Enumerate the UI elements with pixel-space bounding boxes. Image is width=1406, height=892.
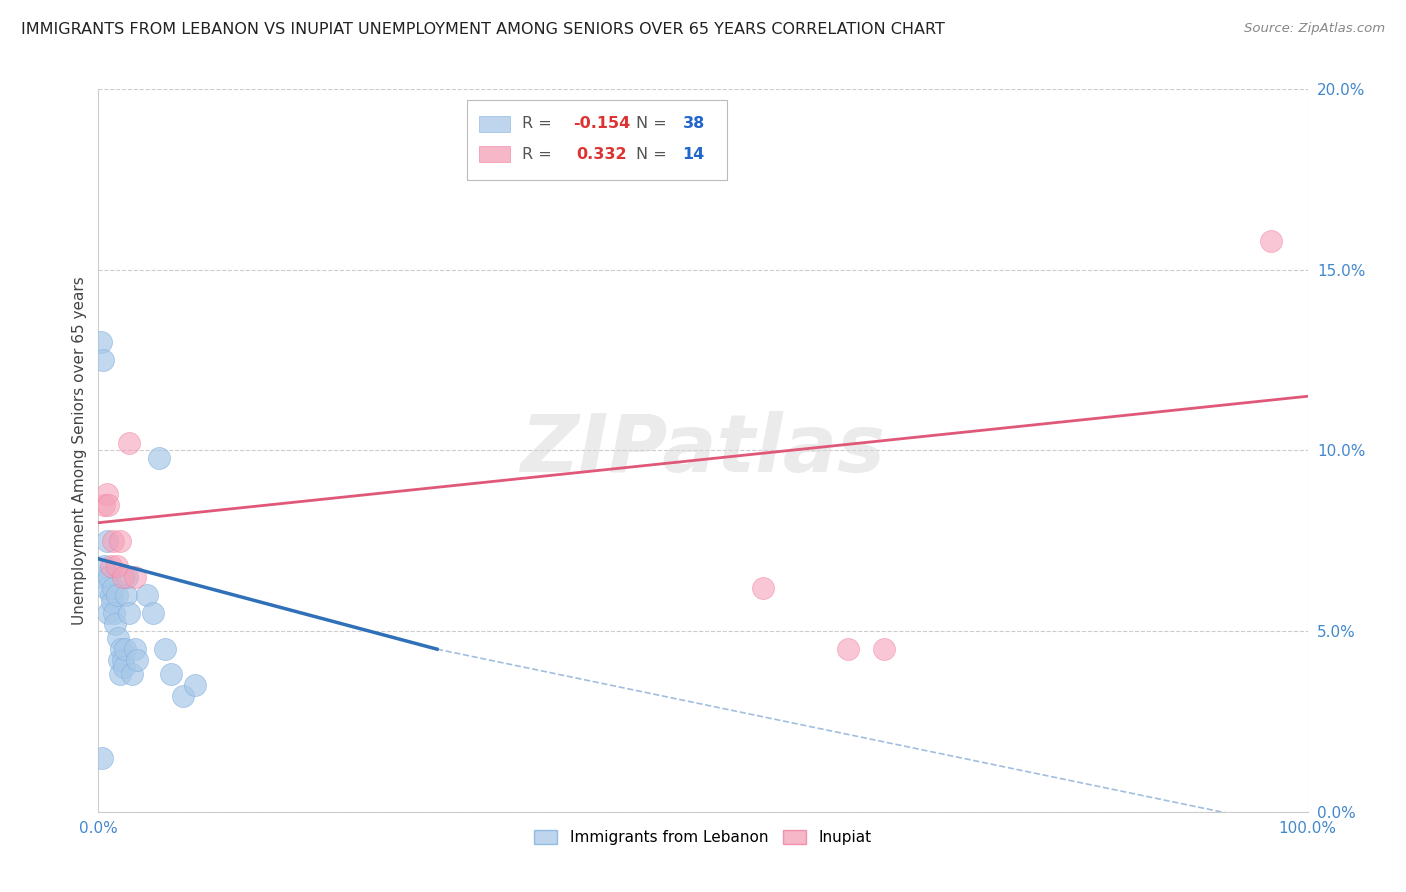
Point — [124, 642, 146, 657]
Text: 38: 38 — [682, 116, 704, 131]
Point — [101, 581, 124, 595]
Text: IMMIGRANTS FROM LEBANON VS INUPIAT UNEMPLOYMENT AMONG SENIORS OVER 65 YEARS CORR: IMMIGRANTS FROM LEBANON VS INUPIAT UNEMP… — [21, 22, 945, 37]
Point — [873, 642, 896, 657]
Text: ZIPatlas: ZIPatlas — [520, 411, 886, 490]
Text: -0.154: -0.154 — [574, 116, 631, 131]
Point — [148, 450, 170, 465]
Text: N =: N = — [637, 146, 672, 161]
Point — [124, 570, 146, 584]
Point — [91, 353, 114, 368]
Point — [172, 689, 194, 703]
Point — [97, 606, 120, 620]
Text: 0.332: 0.332 — [576, 146, 627, 161]
Point — [100, 559, 122, 574]
Point — [111, 653, 134, 667]
Point — [127, 653, 149, 667]
Point — [837, 642, 859, 657]
Y-axis label: Unemployment Among Seniors over 65 years: Unemployment Among Seniors over 65 years — [72, 277, 87, 624]
Point — [94, 581, 117, 595]
FancyBboxPatch shape — [467, 100, 727, 179]
Point — [118, 436, 141, 450]
Point — [1260, 234, 1282, 248]
Legend: Immigrants from Lebanon, Inupiat: Immigrants from Lebanon, Inupiat — [529, 823, 877, 851]
Point — [101, 533, 124, 548]
Point — [107, 632, 129, 646]
Point — [91, 570, 114, 584]
Point — [142, 606, 165, 620]
Point — [121, 667, 143, 681]
Point — [98, 570, 121, 584]
Point — [110, 642, 132, 657]
Point — [100, 588, 122, 602]
Point — [135, 588, 157, 602]
Point — [153, 642, 176, 657]
Text: Source: ZipAtlas.com: Source: ZipAtlas.com — [1244, 22, 1385, 36]
Point — [108, 533, 131, 548]
FancyBboxPatch shape — [479, 146, 509, 162]
Point — [117, 570, 139, 584]
Point — [752, 581, 775, 595]
Point — [100, 595, 122, 609]
Point — [118, 606, 141, 620]
Point — [111, 570, 134, 584]
Point — [184, 678, 207, 692]
Point — [108, 667, 131, 681]
FancyBboxPatch shape — [479, 116, 509, 132]
Point — [91, 750, 114, 764]
Point — [103, 606, 125, 620]
Text: R =: R = — [522, 146, 557, 161]
Point — [115, 588, 138, 602]
Point — [96, 487, 118, 501]
Point — [160, 667, 183, 681]
Point — [96, 533, 118, 548]
Point — [90, 334, 112, 349]
Point — [112, 660, 135, 674]
Text: R =: R = — [522, 116, 557, 131]
Point — [105, 588, 128, 602]
Point — [105, 559, 128, 574]
Point — [104, 616, 127, 631]
Point — [93, 559, 115, 574]
Point — [108, 653, 131, 667]
Text: 14: 14 — [682, 146, 704, 161]
Point — [93, 498, 115, 512]
Point — [114, 642, 136, 657]
Point — [97, 498, 120, 512]
Text: N =: N = — [637, 116, 672, 131]
